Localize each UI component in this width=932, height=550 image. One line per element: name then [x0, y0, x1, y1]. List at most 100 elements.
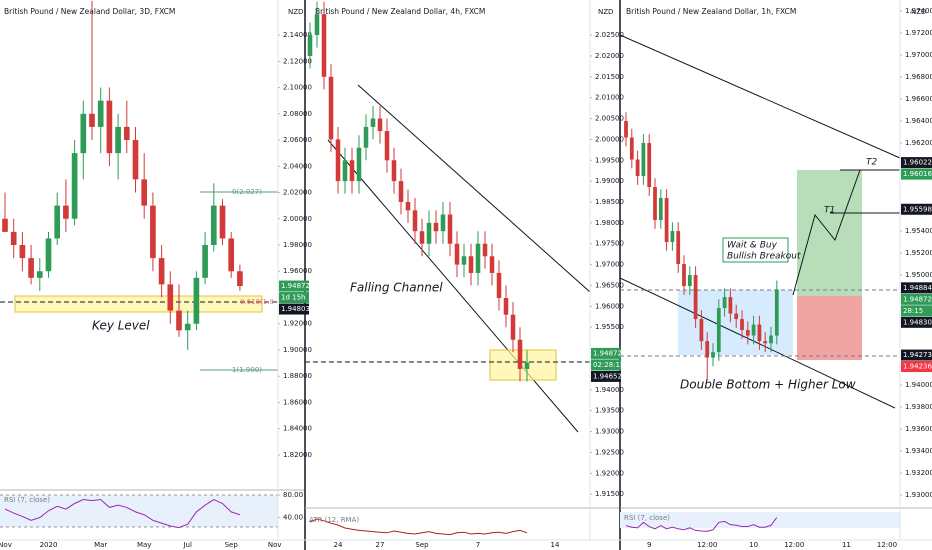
currency-label: NZD: [598, 8, 613, 16]
trendline: [619, 34, 901, 159]
candle-body: [45, 238, 52, 272]
y-tick-label: 1.98500: [595, 198, 624, 206]
indicator-tick-label: 80.00: [283, 491, 303, 499]
candle-body: [653, 187, 657, 221]
countdown-tag: [591, 359, 621, 371]
annotation: Bullish Breakout: [727, 252, 801, 262]
y-tick-label: 1.93500: [595, 407, 624, 415]
candle-body: [711, 352, 715, 358]
price-tag: [901, 361, 932, 373]
indicator-label: ATR (12, RMA): [309, 516, 359, 524]
y-tick-label: 1.95000: [905, 271, 932, 279]
note-box: [722, 237, 789, 263]
annotation: Falling Channel: [350, 281, 443, 295]
y-tick-label: 2.06000: [283, 136, 312, 144]
candle-body: [664, 198, 669, 243]
y-tick-label: 1.96600: [905, 95, 932, 103]
y-tick-label: 1.97000: [595, 261, 624, 269]
candle-body: [728, 297, 733, 314]
chart-title: British Pound / New Zealand Dollar, 4h, …: [315, 7, 485, 16]
candle-body: [370, 118, 376, 127]
y-tick-label: 1.96200: [905, 139, 932, 147]
indicator-line: [309, 518, 528, 536]
candle-body: [314, 14, 320, 36]
candle-body: [624, 121, 628, 138]
candle-body: [363, 126, 369, 148]
x-tick-label: 12:00: [697, 541, 717, 549]
channel-upper: [357, 84, 591, 293]
candle-body: [349, 160, 355, 182]
y-tick-label: 1.96800: [905, 73, 932, 81]
x-tick-label: May: [137, 541, 151, 549]
y-tick-label: 1.95400: [905, 227, 932, 235]
candle-body: [193, 277, 200, 324]
candle-body: [699, 319, 704, 342]
y-tick-label: 1.93400: [905, 447, 932, 455]
candle-body: [228, 238, 235, 272]
candle-body: [647, 143, 652, 188]
y-tick-label: 2.01000: [595, 94, 624, 102]
y-tick-label: 1.93000: [595, 428, 624, 436]
indicator-label: RSI (7, close): [4, 496, 50, 504]
candle-body: [716, 308, 721, 353]
chart-title: British Pound / New Zealand Dollar, 3D, …: [4, 7, 175, 16]
y-tick-label: 1.99000: [595, 177, 624, 185]
y-tick-label: 1.97200: [905, 29, 932, 37]
candle-body: [384, 131, 390, 161]
indicator-label: RSI (7, close): [624, 514, 670, 522]
candle-body: [405, 202, 411, 211]
y-tick-label: 2.02000: [283, 189, 312, 197]
price-tag-label: 1.94884: [903, 284, 932, 292]
candle-body: [335, 139, 341, 182]
channel-lower: [327, 139, 579, 433]
candle-body: [774, 289, 779, 336]
price-tag: [901, 203, 932, 215]
trendline: [619, 277, 896, 409]
candle-body: [489, 256, 495, 273]
candle-body: [377, 118, 383, 132]
y-tick-label: 1.93000: [905, 491, 932, 499]
candle-body: [71, 153, 78, 219]
candle-body: [419, 231, 425, 244]
x-tick-label: Mar: [94, 541, 107, 549]
candle-body: [745, 330, 750, 336]
y-tick-label: 1.92000: [595, 469, 624, 477]
candle-body: [123, 126, 130, 141]
y-tick-label: 2.02000: [595, 52, 624, 60]
candle-body: [210, 205, 217, 245]
x-tick-label: 2020: [40, 541, 58, 549]
currency-label: NZD: [911, 8, 926, 16]
y-tick-label: 1.96000: [595, 302, 624, 310]
annotation: 0(2.027): [232, 188, 262, 196]
candle-body: [176, 310, 182, 331]
x-tick-label: 14: [551, 541, 560, 549]
annotation: 0.618(1.9: [240, 298, 274, 306]
price-tag-label: 1.94236: [903, 363, 932, 371]
candle-body: [722, 297, 727, 309]
y-tick-label: 2.00000: [595, 135, 624, 143]
candle-body: [454, 243, 460, 265]
annotation: 1(1.900): [232, 366, 262, 374]
candle-body: [496, 272, 502, 298]
candle-body: [36, 271, 43, 278]
candle-body: [219, 205, 226, 239]
price-tag: [901, 282, 932, 294]
candle-body: [468, 256, 474, 273]
y-tick-label: 1.98000: [595, 219, 624, 227]
y-tick-label: 1.90000: [283, 346, 312, 354]
candle-body: [2, 218, 8, 232]
y-tick-label: 2.04000: [283, 162, 312, 170]
x-tick-label: Nov: [268, 541, 282, 549]
candle-body: [158, 258, 165, 285]
candle-body: [115, 126, 121, 154]
candle-body: [10, 231, 17, 245]
candle-body: [740, 319, 744, 331]
countdown-tag: [901, 305, 932, 317]
candle-body: [28, 258, 34, 278]
x-tick-label: 7: [476, 541, 480, 549]
x-tick-label: 24: [334, 541, 343, 549]
candle-body: [106, 100, 113, 154]
x-tick-label: Sep: [225, 541, 239, 549]
y-tick-label: 1.96500: [595, 281, 624, 289]
candle-body: [676, 231, 681, 265]
